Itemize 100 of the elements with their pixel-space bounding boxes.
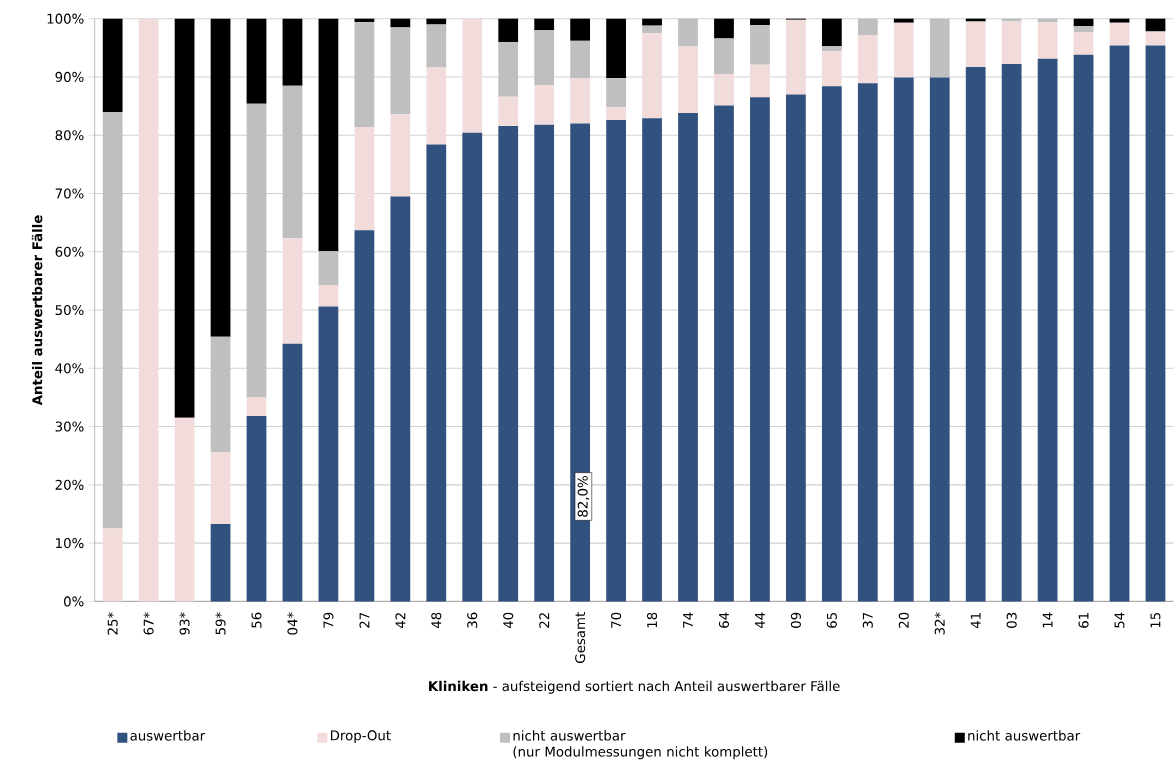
bar xyxy=(857,83,878,602)
bar xyxy=(318,284,339,307)
legend-label: nicht auswertbar (nur Modulmessungen nicht komplett) xyxy=(513,730,768,760)
bar xyxy=(1145,31,1166,46)
bar xyxy=(893,18,914,23)
x-tick-label: 74 xyxy=(683,612,693,628)
y-axis-title: Anteil auswertbarer Fälle xyxy=(31,215,43,406)
bar xyxy=(426,144,447,602)
bar xyxy=(246,397,267,416)
bar xyxy=(1109,22,1130,46)
bar xyxy=(102,528,123,602)
bar xyxy=(1109,18,1130,23)
bar xyxy=(857,34,878,84)
bar xyxy=(462,132,483,602)
bar xyxy=(929,77,950,602)
bar xyxy=(390,18,411,28)
x-tick-label: 67* xyxy=(143,611,154,635)
bar xyxy=(138,18,159,602)
x-tick-label: 20 xyxy=(898,612,909,628)
bar xyxy=(606,107,626,120)
bar xyxy=(821,86,842,602)
bar xyxy=(750,64,770,98)
bar xyxy=(786,19,806,95)
bar xyxy=(210,336,231,453)
bar xyxy=(354,21,375,127)
bar xyxy=(282,238,303,344)
x-tick-label: 61 xyxy=(1078,612,1089,628)
x-tick-label: 18 xyxy=(647,612,658,628)
bar xyxy=(498,41,519,97)
x-tick-label: 65 xyxy=(826,612,837,628)
bar xyxy=(534,18,555,31)
bar xyxy=(426,67,447,145)
bar xyxy=(102,18,123,112)
bar xyxy=(1001,21,1022,64)
x-tick-label: 36 xyxy=(467,612,478,628)
y-tick-label: 100% xyxy=(47,13,84,24)
x-tick-label: 56 xyxy=(251,612,262,628)
bar xyxy=(174,18,195,418)
y-tick-label: 30% xyxy=(55,421,84,432)
bar xyxy=(534,30,555,85)
bar xyxy=(1001,63,1022,602)
bar xyxy=(714,73,734,106)
bar xyxy=(498,96,519,126)
bar xyxy=(1037,21,1058,59)
bar xyxy=(1037,58,1058,602)
bar xyxy=(606,119,626,602)
x-tick-label: 32* xyxy=(934,611,945,635)
bar xyxy=(678,45,698,113)
bar xyxy=(498,125,519,602)
legend-label: auswertbar xyxy=(130,730,206,741)
bar xyxy=(1109,45,1130,602)
y-tick-label: 70% xyxy=(55,188,84,199)
y-tick-label: 20% xyxy=(55,479,84,490)
bar xyxy=(282,85,303,239)
bar xyxy=(246,415,267,602)
bar xyxy=(965,18,986,22)
bar xyxy=(570,123,591,602)
bar xyxy=(1145,45,1166,602)
bar xyxy=(821,45,842,52)
bar xyxy=(750,97,770,602)
bar xyxy=(570,18,591,41)
bar xyxy=(498,18,519,42)
bar xyxy=(893,77,914,602)
y-tick-label: 80% xyxy=(55,129,84,141)
y-tick-label: 10% xyxy=(56,537,84,548)
bar xyxy=(354,229,375,602)
x-tick-label: 27 xyxy=(359,612,370,628)
bar xyxy=(318,250,339,285)
bar xyxy=(821,51,842,87)
bar xyxy=(606,18,626,78)
bar xyxy=(318,306,339,602)
bar xyxy=(390,27,411,115)
x-tick-label: 42 xyxy=(395,612,406,628)
bar xyxy=(534,84,555,125)
x-tick-label: 14 xyxy=(1042,612,1053,628)
bar xyxy=(282,18,303,86)
bar xyxy=(642,33,662,119)
bar xyxy=(893,22,914,78)
y-tick-label: 0% xyxy=(64,596,84,607)
bar xyxy=(1073,26,1094,32)
bar xyxy=(678,112,698,602)
bar xyxy=(246,103,267,398)
bar xyxy=(246,18,267,104)
bar xyxy=(282,343,303,602)
x-tick-label: 04* xyxy=(287,611,298,635)
bar xyxy=(570,77,591,124)
bar xyxy=(714,38,734,74)
x-tick-label: 09 xyxy=(790,612,801,628)
bar xyxy=(714,105,734,602)
bar xyxy=(642,25,662,34)
bar xyxy=(426,24,447,68)
bar xyxy=(390,114,411,197)
bar xyxy=(857,18,878,35)
bar xyxy=(210,18,231,337)
bar xyxy=(174,417,195,602)
bar xyxy=(606,77,626,108)
x-tick-label: Gesamt xyxy=(575,611,586,663)
annotation: 82,0% xyxy=(577,475,590,517)
y-tick-label: 40% xyxy=(55,363,84,374)
bar xyxy=(642,118,662,602)
